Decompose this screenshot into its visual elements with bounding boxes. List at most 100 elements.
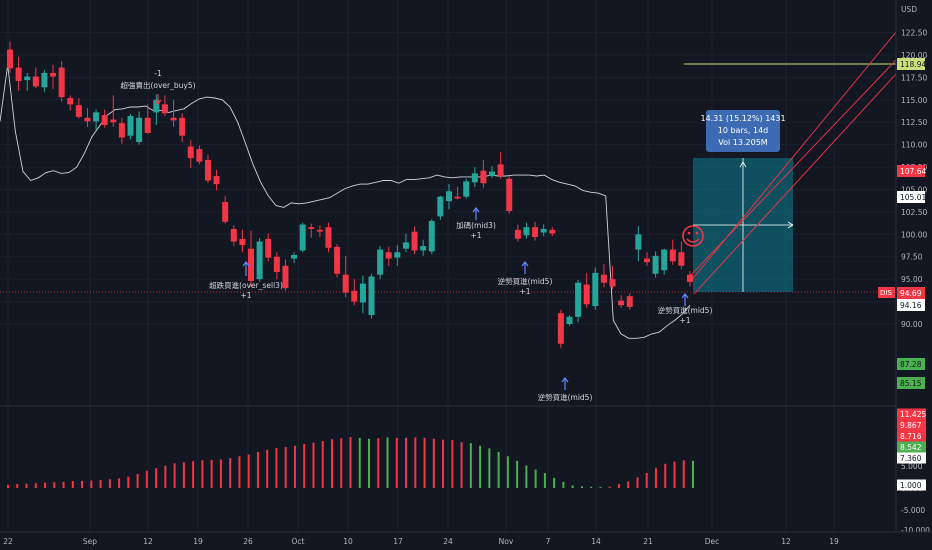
candle-body bbox=[377, 249, 384, 275]
candle bbox=[334, 244, 341, 278]
time-tick: 12 bbox=[143, 537, 153, 546]
candle-body bbox=[325, 227, 332, 248]
time-tick: 7 bbox=[546, 537, 551, 546]
candle bbox=[282, 259, 289, 291]
candle bbox=[557, 309, 564, 349]
signal-sub: +1 bbox=[240, 291, 251, 300]
candle-body bbox=[652, 255, 659, 274]
candle-body bbox=[248, 248, 255, 281]
ma-line bbox=[0, 64, 691, 339]
candle bbox=[127, 114, 134, 140]
time-tick: 17 bbox=[393, 537, 403, 546]
candle-body bbox=[196, 149, 203, 162]
drawings[interactable]: 14.31 (15.12%) 1431 10 bars, 14d Vol 13.20… bbox=[682, 31, 897, 295]
candle bbox=[575, 280, 582, 323]
candle bbox=[153, 94, 160, 125]
candle-body bbox=[402, 242, 409, 249]
candle-body bbox=[230, 228, 237, 242]
price-axis[interactable]: USD 122.50 120.00 117.50 115.00 112.50 110.00 1… bbox=[878, 0, 932, 535]
candle bbox=[101, 109, 108, 128]
candle-body bbox=[351, 290, 358, 302]
candle-body bbox=[256, 241, 263, 280]
signal-marker: 加碼(mid3)+1 bbox=[456, 207, 496, 240]
svg-text:94.16: 94.16 bbox=[900, 301, 922, 310]
candle-body bbox=[618, 300, 625, 306]
candle bbox=[273, 252, 280, 280]
candle bbox=[299, 222, 306, 253]
candles bbox=[7, 41, 693, 349]
svg-text:105.01: 105.01 bbox=[900, 193, 926, 202]
candle bbox=[7, 41, 13, 73]
signal-arrow-head bbox=[561, 377, 569, 383]
candle bbox=[308, 223, 315, 238]
price-tick: 105.00 bbox=[901, 185, 927, 194]
svg-text:87.28: 87.28 bbox=[900, 360, 922, 369]
price-badge: 118.94 bbox=[897, 58, 926, 70]
candle-body bbox=[428, 220, 435, 252]
candle-body bbox=[110, 119, 117, 123]
candle-body bbox=[41, 72, 48, 88]
candle bbox=[93, 109, 100, 131]
candle bbox=[204, 154, 211, 184]
signal-arrow-head bbox=[681, 293, 689, 299]
signal-sub: +1 bbox=[679, 316, 690, 325]
candle-body bbox=[239, 238, 246, 246]
candle-body bbox=[454, 196, 461, 199]
candle-body bbox=[549, 229, 556, 234]
candle bbox=[325, 222, 332, 253]
candle-body bbox=[385, 252, 392, 259]
candle bbox=[170, 99, 177, 127]
candle bbox=[118, 117, 125, 144]
candle-body bbox=[411, 231, 418, 251]
candle bbox=[411, 226, 418, 255]
candle-body bbox=[669, 249, 676, 262]
candle bbox=[420, 239, 427, 256]
signal-label: 逆勢買進(mid5) bbox=[658, 305, 713, 315]
candle-body bbox=[368, 276, 375, 316]
time-tick: 24 bbox=[443, 537, 453, 546]
candle-body bbox=[394, 252, 401, 258]
candle-body bbox=[592, 272, 599, 307]
candle bbox=[179, 113, 186, 142]
candle-body bbox=[437, 196, 444, 217]
indicator-tick: 5.000 bbox=[901, 462, 923, 471]
candle bbox=[75, 98, 82, 119]
candle-body bbox=[687, 274, 693, 282]
candle bbox=[67, 95, 74, 111]
candle bbox=[540, 224, 547, 237]
time-axis[interactable]: 22 Sep 12 19 26 Oct 10 17 24 Nov 7 14 21 Dec 12 19 bbox=[0, 531, 932, 550]
svg-text:107.64: 107.64 bbox=[900, 167, 926, 176]
price-tick: 95.00 bbox=[901, 275, 923, 284]
signal-arrow-head bbox=[242, 261, 250, 267]
svg-text:DIS: DIS bbox=[880, 289, 892, 297]
signal-arrow-head bbox=[521, 261, 529, 267]
time-tick: 19 bbox=[193, 537, 203, 546]
channel-line-lower[interactable] bbox=[693, 73, 897, 295]
time-tick: Oct bbox=[292, 537, 305, 546]
candle-body bbox=[291, 254, 298, 259]
candle-body bbox=[265, 238, 272, 258]
candle bbox=[32, 67, 39, 89]
candle-body bbox=[445, 191, 452, 202]
candle bbox=[549, 227, 556, 237]
candle-body bbox=[643, 258, 650, 263]
candle bbox=[506, 176, 513, 214]
signal-sub: +1 bbox=[470, 231, 481, 240]
indicator-badge: 7.360 bbox=[897, 452, 926, 464]
candle bbox=[489, 166, 496, 178]
candle-body bbox=[635, 234, 642, 250]
symbol-tag: DIS bbox=[878, 287, 895, 298]
signal-arrow-head bbox=[154, 99, 162, 105]
candle bbox=[230, 225, 237, 246]
channel-line-outer[interactable] bbox=[689, 31, 897, 283]
signal-marker: 逆勢買進(mid5)+1 bbox=[658, 293, 713, 325]
indicator-badge: 8.716 bbox=[897, 430, 926, 442]
candle-body bbox=[626, 296, 633, 307]
candle bbox=[239, 229, 246, 253]
candle bbox=[471, 167, 478, 187]
candle bbox=[678, 241, 685, 270]
time-tick: Dec bbox=[705, 537, 720, 546]
time-tick: 12 bbox=[781, 537, 791, 546]
candle-body bbox=[213, 176, 220, 185]
